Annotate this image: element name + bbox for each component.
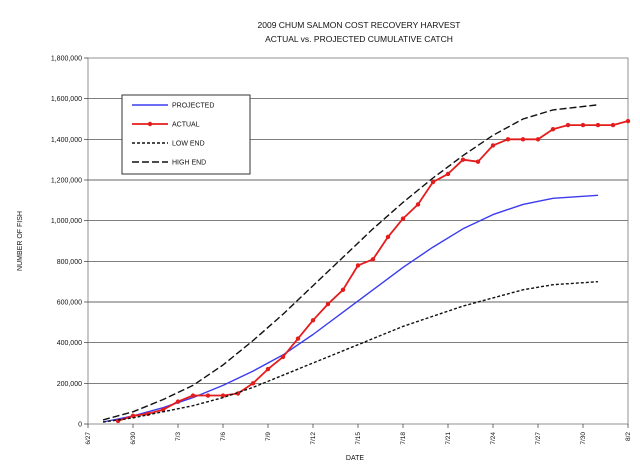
legend-items: PROJECTED ACTUAL LOW END HIGH END [132,103,214,167]
x-tick-label: 7/3 [175,432,182,441]
x-tick-label: 7/21 [445,432,452,445]
x-tick-label: 7/12 [310,432,317,445]
x-tick-label: 8/2 [625,432,632,441]
y-tick-label: 200,000 [57,381,82,388]
data-point-actual [565,122,571,128]
legend-box [121,94,251,175]
y-axis-ticks: 0 200,000 400,000 600,000 800,000 1,000,000 1,… [51,56,88,429]
data-point-actual [595,122,601,128]
y-tick-label: 600,000 [57,300,82,307]
data-point-actual [430,179,436,185]
data-point-actual [625,118,631,124]
x-tick-label: 7/6 [220,432,227,441]
data-point-actual [415,202,421,207]
y-axis-label: NUMBER OF FISH [17,211,24,271]
data-point-actual [385,234,391,240]
data-point-actual [265,366,271,372]
data-point-actual [325,301,331,307]
data-point-actual [250,381,256,386]
x-tick-label: 7/27 [535,432,542,445]
chart-title-line-2: ACTUAL vs. PROJECTED CUMULATIVE CATCH [265,34,453,44]
data-point-actual [355,263,361,268]
data-point-actual [475,159,481,164]
x-tick-label: 7/30 [580,432,587,445]
gridlines [88,98,628,384]
data-point-actual [610,122,616,128]
y-tick-label: 1,200,000 [51,178,82,185]
data-point-actual [280,354,286,360]
y-tick-label: 800,000 [57,259,82,266]
data-point-actual [535,137,541,142]
series-line-projected [102,194,599,423]
data-point-actual [340,287,346,292]
y-tick-label: 1,800,000 [51,56,82,63]
chart-title-line-1: 2009 CHUM SALMON COST RECOVERY HARVEST [258,20,461,30]
x-tick-label: 7/18 [400,432,407,445]
data-point-actual [175,399,181,404]
x-tick-label: 7/15 [355,432,362,445]
legend: PROJECTED ACTUAL LOW END HIGH END [121,94,251,175]
legend-label-actual: ACTUAL [172,122,200,129]
data-point-actual [460,157,466,162]
data-point-actual [310,318,316,323]
legend-label-low-end: LOW END [172,141,205,148]
y-tick-label: 0 [78,422,82,429]
y-tick-label: 400,000 [57,340,82,347]
data-point-actual [550,126,556,132]
series-line-high-end [102,104,599,421]
x-tick-label: 6/30 [130,432,137,445]
data-point-actual [220,393,226,398]
x-tick-label: 7/24 [490,432,497,445]
legend-label-projected: PROJECTED [172,103,214,110]
x-axis-ticks: 6/27 6/30 7/3 7/6 7/9 7/12 7/15 7/18 7/21 7/24 7/2… [85,424,632,445]
data-point-actual [370,257,376,262]
series-line-low-end [102,281,599,423]
data-point-actual [190,393,196,398]
x-axis-label: DATE [346,455,364,462]
y-tick-label: 1,600,000 [51,96,82,103]
data-point-actual [400,216,406,221]
y-tick-label: 1,400,000 [51,137,82,144]
data-point-actual [520,137,526,142]
data-point-actual [205,393,211,398]
x-tick-label: 7/9 [265,432,272,441]
legend-marker-actual [147,121,153,127]
x-tick-label: 6/27 [85,432,92,445]
data-point-actual [295,336,301,341]
data-point-actual [490,143,496,148]
data-point-actual [505,137,511,142]
y-tick-label: 1,000,000 [51,218,82,225]
legend-label-high-end: HIGH END [172,160,206,167]
series-lines [102,104,631,424]
data-point-actual [580,122,586,128]
data-point-actual [445,171,451,177]
